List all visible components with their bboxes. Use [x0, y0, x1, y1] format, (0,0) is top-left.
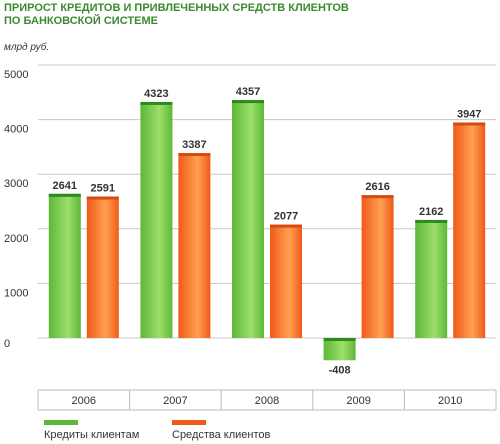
- chart-title-line-1: ПРИРОСТ КРЕДИТОВ И ПРИВЛЕЧЕННЫХ СРЕДСТВ …: [4, 2, 349, 14]
- legend-deposits-swatch: [172, 420, 206, 425]
- bar-value-label: 4323: [144, 88, 168, 100]
- chart-title: ПРИРОСТ КРЕДИТОВ И ПРИВЛЕЧЕННЫХ СРЕДСТВ …: [4, 2, 424, 28]
- bar-credits: [415, 219, 448, 338]
- bar-credits-cap: [48, 193, 81, 197]
- x-tick-label: 2007: [163, 395, 187, 407]
- y-tick-label: 1000: [4, 287, 28, 299]
- bar-deposits: [178, 153, 211, 338]
- bar-deposits: [361, 195, 394, 338]
- bar-value-label: 4357: [236, 86, 260, 98]
- y-tick-label: 4000: [4, 124, 28, 136]
- bar-credits: [140, 101, 173, 338]
- bar-value-label: 2641: [53, 180, 77, 192]
- x-tick-label: 2009: [346, 395, 370, 407]
- bar-deposits-cap: [361, 195, 394, 199]
- x-tick-label: 2008: [255, 395, 279, 407]
- bar-deposits-cap: [270, 224, 302, 228]
- bar-value-label: 3387: [182, 139, 206, 151]
- bar-credits-cap: [140, 101, 173, 105]
- bar-deposits-cap: [453, 122, 486, 126]
- bar-value-label: 2077: [274, 211, 298, 223]
- bar-deposits: [453, 122, 486, 338]
- y-tick-label: 2000: [4, 233, 28, 245]
- bar-credits-cap: [232, 100, 264, 104]
- bar-credits: [323, 338, 356, 361]
- x-tick-label: 2010: [438, 395, 462, 407]
- legend-credits-label: Кредиты клиентам: [44, 429, 139, 441]
- y-axis-unit-label: млрд руб.: [4, 41, 49, 53]
- bar-value-label: 2616: [365, 181, 389, 193]
- bar-value-label: 2162: [419, 206, 443, 218]
- bar-value-label: 3947: [457, 108, 481, 120]
- bar-value-label: 2591: [91, 183, 115, 195]
- bar-credits-cap: [323, 338, 356, 341]
- legend-deposits-label: Средства клиентов: [172, 429, 271, 441]
- bar-deposits: [86, 196, 119, 338]
- bar-value-label: -408: [329, 364, 351, 376]
- bar-deposits-cap: [86, 196, 119, 200]
- bar-deposits-cap: [178, 153, 211, 157]
- legend-credits-swatch: [44, 420, 78, 425]
- y-tick-label: 3000: [4, 178, 28, 190]
- bar-credits: [48, 193, 81, 338]
- bar-deposits: [270, 224, 302, 338]
- y-tick-label: 5000: [4, 69, 28, 81]
- y-tick-label: 0: [4, 338, 10, 350]
- x-tick-label: 2006: [72, 395, 96, 407]
- bar-credits-cap: [415, 219, 448, 223]
- bar-credits: [232, 100, 264, 338]
- chart-title-line-2: ПО БАНКОВСКОЙ СИСТЕМЕ: [4, 15, 158, 27]
